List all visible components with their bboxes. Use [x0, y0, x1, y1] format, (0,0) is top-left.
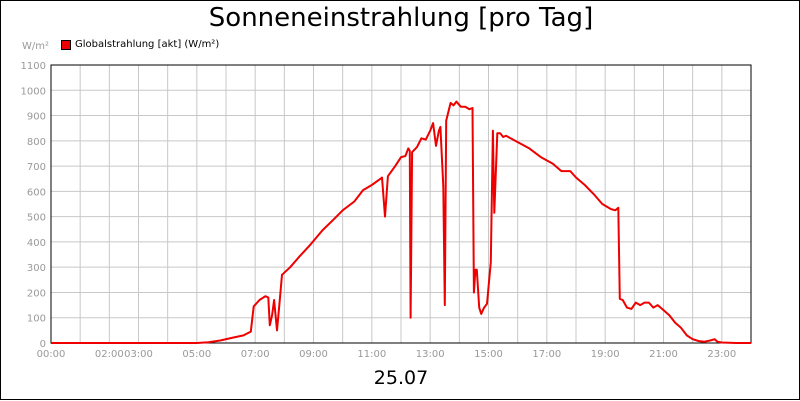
- y-tick-label: 1000: [21, 86, 46, 97]
- x-tick-label: 11:00: [357, 349, 386, 360]
- y-tick-label: 300: [27, 263, 46, 274]
- x-tick-label: 03:00: [124, 349, 153, 360]
- x-tick-label: 15:00: [474, 349, 503, 360]
- y-tick-label: 800: [27, 137, 46, 148]
- chart-title: Sonneneinstrahlung [pro Tag]: [208, 3, 594, 33]
- y-tick-label: 1100: [21, 61, 46, 72]
- legend-label: Globalstrahlung [akt] (W/m²): [75, 39, 220, 50]
- axis-ticks: 0 100 200 300 400 500 600 700 800 900 1000 1100 00:0…: [21, 61, 737, 360]
- x-tick-label: 05:00: [182, 349, 211, 360]
- y-tick-label: 100: [27, 314, 46, 325]
- y-tick-label: 500: [27, 213, 46, 224]
- y-tick-label: 200: [27, 288, 46, 299]
- grid-lines: [51, 65, 751, 343]
- y-tick-label: 900: [27, 112, 46, 123]
- y-tick-label: 0: [40, 339, 46, 350]
- y-tick-label: 400: [27, 238, 46, 249]
- y-axis-unit-label: W/m²: [22, 41, 50, 52]
- x-tick-label: 07:00: [241, 349, 270, 360]
- x-tick-label: 02:00: [95, 349, 124, 360]
- y-tick-label: 600: [27, 187, 46, 198]
- x-tick-label: 17:00: [532, 349, 561, 360]
- x-tick-label: 13:00: [416, 349, 445, 360]
- y-tick-label: 700: [27, 162, 46, 173]
- x-tick-label: 19:00: [591, 349, 620, 360]
- legend-swatch: [61, 39, 71, 50]
- legend: Globalstrahlung [akt] (W/m²): [61, 39, 219, 50]
- x-tick-label: 23:00: [707, 349, 736, 360]
- x-tick-label: 21:00: [649, 349, 678, 360]
- series-line-globalstrahlung: [51, 100, 751, 344]
- x-tick-label: 09:00: [299, 349, 328, 360]
- plot-area-border: [50, 64, 752, 344]
- date-label: 25.07: [373, 367, 429, 389]
- x-tick-label: 00:00: [37, 349, 66, 360]
